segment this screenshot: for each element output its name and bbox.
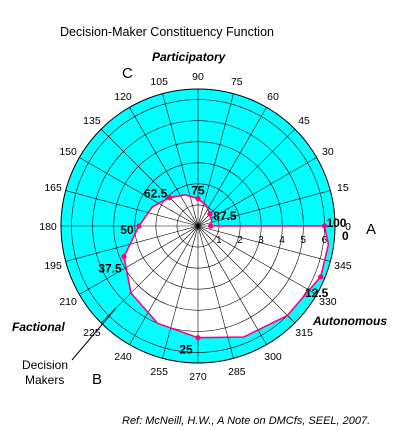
angle-tick-30: 30 xyxy=(322,146,334,158)
grid-spoke-240 xyxy=(129,225,199,345)
point-label-50: 50 xyxy=(120,223,134,237)
point-75 xyxy=(195,196,201,202)
angle-tick-15: 15 xyxy=(337,182,349,194)
angle-tick-225: 225 xyxy=(83,327,101,339)
corner-label-a: A xyxy=(366,221,376,238)
radial-tick-4: 4 xyxy=(279,235,285,246)
annotation-line-1: Decision xyxy=(22,358,68,372)
angle-tick-0: 0 xyxy=(345,221,351,233)
point-100 xyxy=(321,223,328,229)
angle-tick-240: 240 xyxy=(114,351,132,363)
grid-spoke-225 xyxy=(100,225,199,324)
grid-spoke-135 xyxy=(100,128,199,227)
point-87.5 xyxy=(207,211,213,217)
region-label-factional: Factional xyxy=(12,320,65,334)
point-25 xyxy=(195,335,201,341)
grid-spoke-165 xyxy=(65,190,199,227)
radial-tick-labels: 1 2 3 4 5 6 xyxy=(216,235,327,246)
point-label-12.5: 12.5 xyxy=(305,286,329,300)
point-label-25: 25 xyxy=(179,343,193,357)
point-label-37.5: 37.5 xyxy=(98,262,122,276)
decision-makers-leader xyxy=(71,307,117,361)
angle-tick-270: 270 xyxy=(189,371,207,383)
angle-tick-90: 90 xyxy=(192,71,204,83)
point-label-62.5: 62.5 xyxy=(144,187,168,201)
grid-spoke-345 xyxy=(197,225,331,262)
angle-tick-165: 165 xyxy=(44,182,62,194)
point-12.5 xyxy=(318,274,324,280)
angle-tick-330: 330 xyxy=(319,296,337,308)
angle-tick-300: 300 xyxy=(264,351,282,363)
point-50 xyxy=(136,223,142,229)
grid-spoke-45 xyxy=(197,128,296,227)
grid-spoke-285 xyxy=(197,225,234,359)
angle-tick-345: 345 xyxy=(334,260,352,272)
corner-label-b: B xyxy=(92,371,102,388)
reference-note: Ref: McNeill, H.W., A Note on DMCfs, SEE… xyxy=(122,415,370,427)
grid-spoke-195 xyxy=(65,225,199,262)
point-label-75: 75 xyxy=(191,184,205,198)
corner-label-c: C xyxy=(122,65,133,82)
angle-tick-195: 195 xyxy=(44,260,62,272)
radial-tick-1: 1 xyxy=(216,235,222,246)
point-0 xyxy=(208,223,214,229)
angle-tick-150: 150 xyxy=(59,146,77,158)
grid-spoke-255 xyxy=(162,225,199,359)
angle-tick-315: 315 xyxy=(295,327,313,339)
angle-tick-75: 75 xyxy=(231,76,243,88)
point-label-87.5: 87.5 xyxy=(213,209,237,223)
radial-tick-3: 3 xyxy=(258,235,264,246)
grid-spoke-150 xyxy=(79,157,199,227)
annotation-line-2: Makers xyxy=(25,373,64,387)
grid-spoke-120 xyxy=(129,107,199,227)
grid-spoke-210 xyxy=(79,225,199,295)
angle-tick-255: 255 xyxy=(150,366,168,378)
angle-tick-180: 180 xyxy=(39,221,57,233)
angle-tick-45: 45 xyxy=(298,115,310,127)
point-62.5 xyxy=(167,195,173,201)
angle-tick-60: 60 xyxy=(267,91,279,103)
grid-spoke-300 xyxy=(197,225,267,345)
point-label-100: 100 xyxy=(326,216,346,230)
angle-tick-210: 210 xyxy=(59,296,77,308)
curve-points xyxy=(121,195,328,341)
angle-tick-135: 135 xyxy=(83,115,101,127)
grid-spoke-330 xyxy=(197,225,317,295)
region-label-autonomous: Autonomous xyxy=(312,314,387,328)
radial-tick-5: 5 xyxy=(300,235,306,246)
region-label-participatory: Participatory xyxy=(152,50,227,64)
angle-tick-120: 120 xyxy=(114,91,132,103)
grid-spoke-315 xyxy=(197,225,296,324)
point-37.5 xyxy=(121,254,127,260)
chart-title: Decision-Maker Constituency Function xyxy=(60,25,274,39)
angle-tick-105: 105 xyxy=(150,76,168,88)
angle-tick-285: 285 xyxy=(228,366,246,378)
radial-tick-2: 2 xyxy=(237,235,243,246)
angle-tick-labels: 0153045607590105120135150165180195210225… xyxy=(39,71,352,383)
grid-spoke-15 xyxy=(197,190,331,227)
point-label-0: 0 xyxy=(342,229,349,243)
radial-tick-6: 6 xyxy=(321,235,327,246)
grid-spoke-60 xyxy=(197,107,267,227)
grid-spoke-105 xyxy=(162,93,199,227)
grid-spoke-30 xyxy=(197,157,317,227)
